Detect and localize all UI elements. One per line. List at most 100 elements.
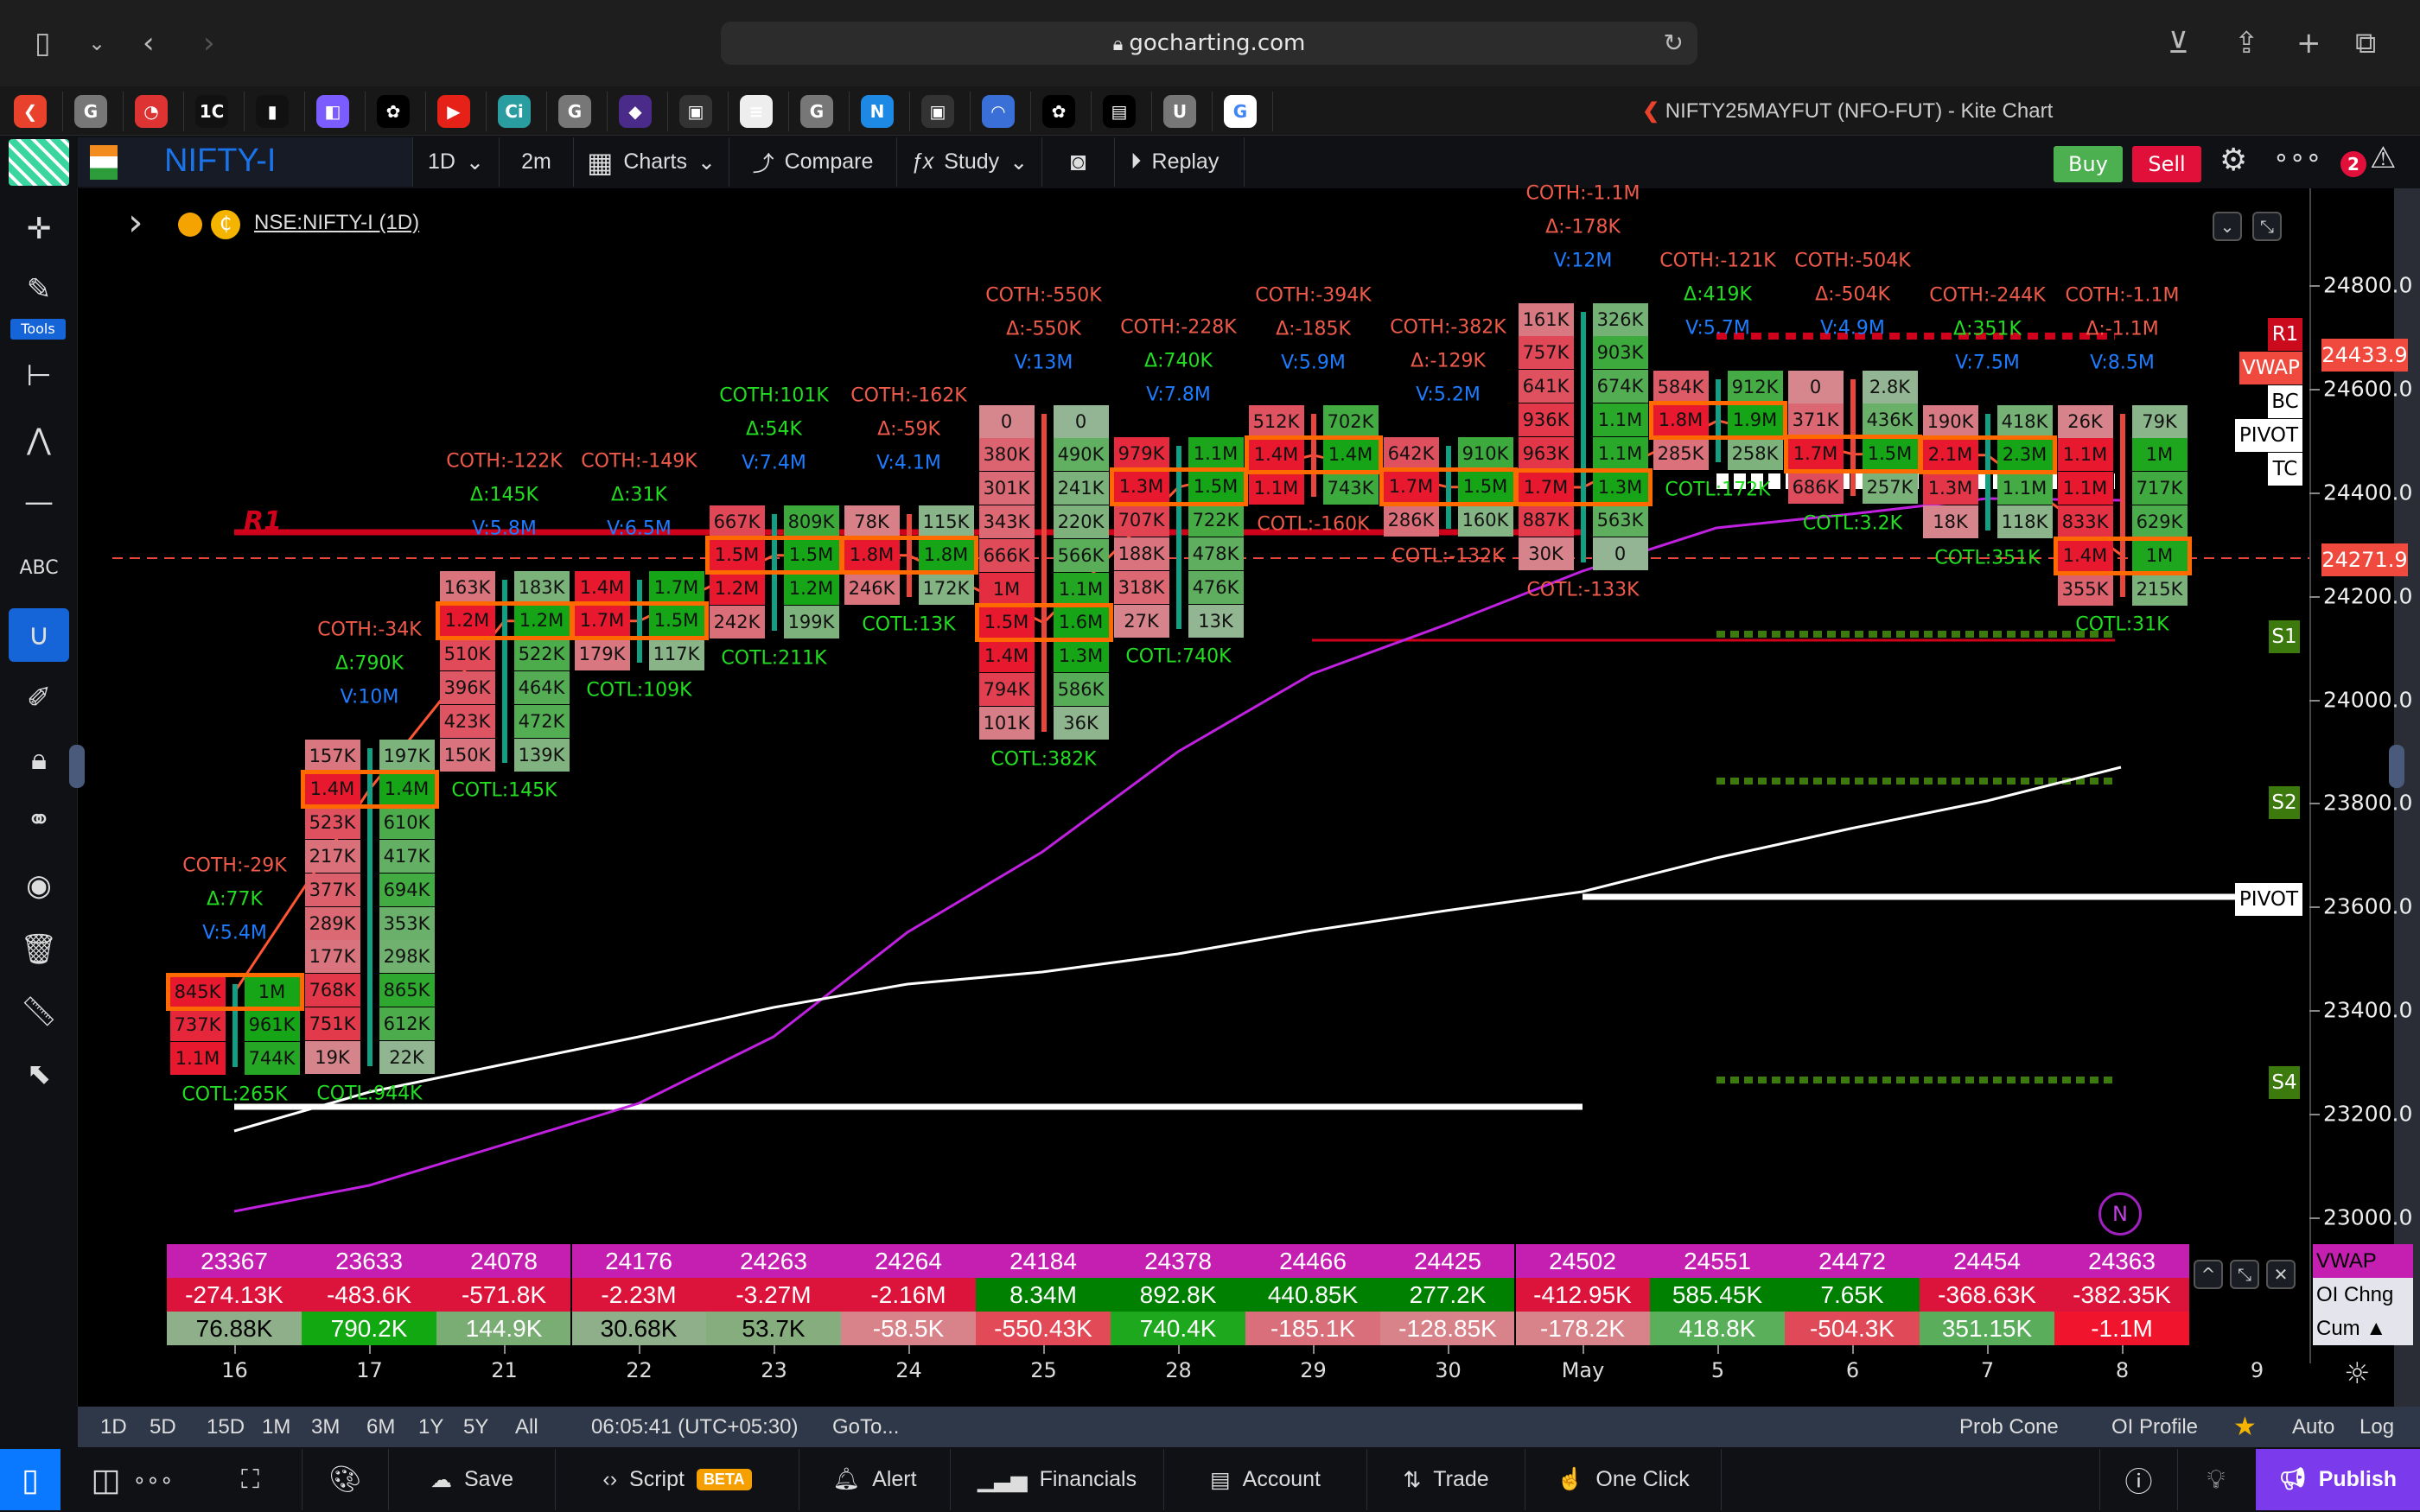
publish-button[interactable]: 📢︎ Publish bbox=[2256, 1449, 2420, 1510]
line-icon[interactable]: — bbox=[24, 485, 54, 519]
settings-gear-icon[interactable]: ⚙ bbox=[2219, 143, 2248, 178]
range-button[interactable]: 6M bbox=[366, 1415, 396, 1439]
star-icon[interactable]: ★ bbox=[2233, 1413, 2257, 1441]
ruler-icon[interactable]: 📏︎ bbox=[20, 994, 58, 1029]
speed-icon[interactable]: ◔ bbox=[135, 95, 168, 128]
download-icon[interactable]: ⊻ bbox=[2168, 26, 2189, 60]
chart-symbol-link[interactable]: NSE:NIFTY-I (1D) bbox=[254, 211, 420, 234]
chart-settings-icon[interactable]: ☼ bbox=[2344, 1356, 2371, 1391]
art-icon[interactable]: ◆ bbox=[619, 95, 652, 128]
alert-button[interactable]: 🔔︎ Alert bbox=[799, 1449, 951, 1510]
scrollbar[interactable] bbox=[2394, 188, 2420, 1407]
charts-dropdown[interactable]: ▦ Charts ⌄ bbox=[574, 137, 729, 187]
range-button[interactable]: 1M bbox=[262, 1415, 291, 1439]
analytics-icon[interactable]: ▮ bbox=[256, 95, 289, 128]
goto-button[interactable]: GoTo... bbox=[832, 1415, 900, 1439]
trash-icon[interactable]: 🗑︎ bbox=[20, 932, 58, 967]
table-expand-button[interactable]: ^ bbox=[2194, 1260, 2223, 1289]
back-icon[interactable]: ‹ bbox=[143, 26, 155, 60]
g-icon[interactable]: G bbox=[558, 95, 591, 128]
range-button[interactable]: All bbox=[515, 1415, 538, 1439]
auto-scale-button[interactable]: Auto bbox=[2292, 1415, 2335, 1439]
openai-icon[interactable]: ✿ bbox=[377, 95, 410, 128]
symbol-box[interactable]: NIFTY-I bbox=[78, 137, 413, 187]
warning-icon[interactable]: ⚠ bbox=[2370, 141, 2397, 175]
kite-icon[interactable]: ❮ bbox=[14, 95, 47, 128]
left-panel-toggle[interactable] bbox=[69, 745, 85, 788]
study-dropdown[interactable]: ƒx Study ⌄ bbox=[897, 137, 1042, 187]
range-button[interactable]: 1D bbox=[100, 1415, 127, 1439]
more-options-icon[interactable]: ∘∘∘ bbox=[2273, 143, 2322, 173]
help-button[interactable]: ⓘ bbox=[2100, 1449, 2178, 1510]
compare-button[interactable]: ⤴ Compare bbox=[729, 137, 897, 187]
eye-icon[interactable]: ◉ bbox=[26, 868, 52, 903]
rainbow-icon[interactable]: ◠ bbox=[982, 95, 1015, 128]
u-icon[interactable]: U bbox=[1163, 95, 1196, 128]
range-button[interactable]: 1Y bbox=[418, 1415, 444, 1439]
tabs-overview-icon[interactable]: ⧉ bbox=[2355, 26, 2377, 60]
address-bar[interactable]: 🔒︎ gocharting.com ↻ bbox=[721, 22, 1697, 65]
timeframe-button[interactable]: 2m bbox=[500, 137, 574, 187]
n-icon[interactable]: N bbox=[861, 95, 894, 128]
text-icon[interactable]: ABC bbox=[19, 557, 59, 579]
range-button[interactable]: 15D bbox=[207, 1415, 245, 1439]
collapse-chevron-icon[interactable]: › bbox=[128, 200, 143, 245]
crosshair-icon[interactable]: ✛ bbox=[26, 212, 52, 246]
1c-icon[interactable]: 1C bbox=[195, 95, 228, 128]
pencil-icon[interactable]: ✎ bbox=[26, 272, 52, 307]
g-icon[interactable]: G bbox=[800, 95, 833, 128]
forward-icon[interactable]: › bbox=[203, 26, 215, 60]
split-layout-button[interactable]: ◫ ∘∘∘ bbox=[67, 1449, 197, 1510]
idea-button[interactable]: 💡︎ bbox=[2178, 1449, 2254, 1510]
share-icon[interactable]: ⇪ bbox=[2234, 26, 2259, 60]
single-layout-button[interactable]: ▯ bbox=[0, 1449, 60, 1510]
script-button[interactable]: ‹› Script BETA bbox=[556, 1449, 799, 1510]
right-panel-toggle[interactable] bbox=[2389, 745, 2404, 788]
app-logo[interactable] bbox=[9, 139, 69, 186]
store-icon[interactable]: ▣ bbox=[921, 95, 954, 128]
linear-icon[interactable]: ◧ bbox=[316, 95, 349, 128]
doc-icon[interactable]: ▤ bbox=[1103, 95, 1136, 128]
cursor-icon[interactable]: ⬉ bbox=[26, 1057, 52, 1091]
table-close-button[interactable]: ✕ bbox=[2266, 1260, 2296, 1289]
reload-icon[interactable]: ↻ bbox=[1663, 29, 1684, 57]
theme-button[interactable]: 🎨︎ bbox=[302, 1449, 389, 1510]
collapse-legend-button[interactable]: ⌄ bbox=[2213, 212, 2242, 241]
news-icon[interactable]: ≡ bbox=[740, 95, 773, 128]
new-tab-icon[interactable]: + bbox=[2296, 26, 2321, 60]
financials-button[interactable]: ▁▃▅ Financials bbox=[951, 1449, 1164, 1510]
youtube-icon[interactable]: ▶ bbox=[437, 95, 470, 128]
n-logo-icon[interactable]: N bbox=[2098, 1192, 2142, 1236]
snapshot-button[interactable]: ◙ bbox=[1042, 137, 1115, 187]
store-icon[interactable]: ▣ bbox=[679, 95, 712, 128]
link-icon[interactable]: ⚭ bbox=[26, 803, 52, 837]
pattern-icon[interactable]: ⋀ bbox=[27, 422, 51, 457]
oi-profile-button[interactable]: OI Profile bbox=[2111, 1415, 2199, 1439]
chevron-down-icon[interactable]: ⌄ bbox=[88, 31, 106, 55]
replay-button[interactable]: ⏵ Replay bbox=[1115, 137, 1245, 187]
g-icon[interactable]: G bbox=[74, 95, 107, 128]
account-button[interactable]: ▤ Account bbox=[1164, 1449, 1367, 1510]
sell-button[interactable]: Sell bbox=[2132, 146, 2201, 182]
magnet-icon[interactable]: ∪ bbox=[9, 608, 69, 662]
lock-pencil-icon[interactable]: ✐ bbox=[26, 681, 52, 715]
buy-button[interactable]: Buy bbox=[2054, 146, 2123, 182]
notification-badge[interactable]: 2 bbox=[2340, 151, 2366, 177]
google-icon[interactable]: G bbox=[1224, 95, 1257, 128]
fullscreen-button[interactable]: ⛶ bbox=[199, 1449, 302, 1510]
save-button[interactable]: ☁ Save bbox=[389, 1449, 556, 1510]
prob-cone-button[interactable]: Prob Cone bbox=[1959, 1415, 2059, 1439]
trade-button[interactable]: ⇅ Trade bbox=[1367, 1449, 1525, 1510]
ci-icon[interactable]: Ci bbox=[498, 95, 531, 128]
sidebar-icon[interactable]: ▯ bbox=[35, 26, 51, 60]
openai-icon[interactable]: ✿ bbox=[1042, 95, 1075, 128]
minimize-chart-button[interactable]: ⤡ bbox=[2252, 212, 2282, 241]
interval-dropdown[interactable]: 1D ⌄ bbox=[413, 137, 500, 187]
lock-icon[interactable]: 🔒︎ bbox=[30, 742, 48, 777]
measure-icon[interactable]: ⊢ bbox=[26, 359, 52, 393]
range-button[interactable]: 5D bbox=[150, 1415, 176, 1439]
active-tab[interactable]: ❮ NIFTY25MAYFUT (NFO-FUT) - Kite Chart bbox=[1642, 86, 2053, 136]
range-button[interactable]: 5Y bbox=[463, 1415, 489, 1439]
log-scale-button[interactable]: Log bbox=[2360, 1415, 2395, 1439]
one-click-button[interactable]: ☝ One Click bbox=[1525, 1449, 1722, 1510]
